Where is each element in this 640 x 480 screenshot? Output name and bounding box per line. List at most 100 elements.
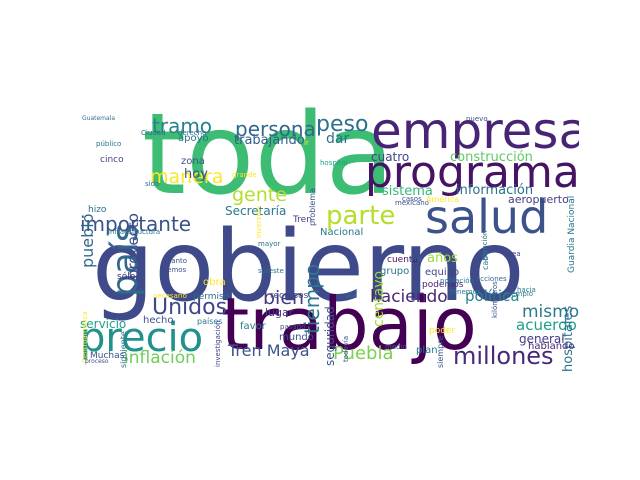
word-cuanto: cuanto bbox=[163, 257, 188, 265]
word-casos: casos bbox=[402, 195, 422, 203]
word-muchas: Muchas bbox=[90, 351, 125, 361]
word-podemos: podemos bbox=[422, 280, 464, 290]
word-proceso: proceso bbox=[85, 358, 109, 365]
word-unidos: Unidos bbox=[152, 295, 228, 320]
word-millones: millones bbox=[453, 342, 554, 370]
word-zona: zona bbox=[181, 156, 205, 167]
word-general: general bbox=[519, 332, 565, 346]
word-proyecto: proyecto bbox=[124, 213, 142, 279]
word-publico: público bbox=[96, 140, 122, 148]
word-salud: salud bbox=[425, 190, 549, 244]
word-cabo: cabo bbox=[481, 250, 490, 270]
word-nuevo: nuevo bbox=[466, 115, 488, 123]
word-gobierno: gobierno bbox=[92, 210, 525, 324]
word-poblacion: población bbox=[440, 277, 474, 285]
word-hospital: hospital bbox=[320, 159, 348, 167]
word-area: área bbox=[505, 250, 521, 258]
word-mexicano: mexicano bbox=[395, 199, 429, 207]
word-programa: programa bbox=[365, 147, 579, 198]
word-tramo: tramo bbox=[152, 114, 213, 138]
word-servicio: servicio bbox=[80, 317, 127, 331]
word-acciones: acciones bbox=[476, 275, 507, 283]
word-grupo: grupo bbox=[380, 266, 410, 277]
word-sureste: sureste bbox=[258, 267, 284, 275]
word-mayor: mayor bbox=[258, 240, 281, 248]
word-apoyo: apoyo bbox=[178, 133, 209, 144]
word-bien: bien bbox=[263, 287, 305, 309]
word-anos: años bbox=[427, 251, 458, 266]
word-hecho: hecho bbox=[143, 315, 174, 326]
word-cloud: gobierno toda trabajo empresa programa s… bbox=[80, 106, 579, 371]
word-derecho: derecho bbox=[178, 129, 207, 137]
word-parte: parte bbox=[326, 201, 396, 231]
word-equipo: equipo bbox=[425, 267, 460, 278]
word-peso: peso bbox=[316, 112, 369, 137]
word-toda: toda bbox=[142, 106, 395, 220]
word-necesario: necesario bbox=[153, 292, 187, 300]
word-politica: política bbox=[465, 287, 520, 305]
word-infraestructura: infraestructura bbox=[108, 228, 161, 236]
word-tren-maya: Tren Maya bbox=[228, 341, 310, 360]
word-haciendo: haciendo bbox=[370, 287, 448, 307]
word-aeropuerto: aeropuerto bbox=[508, 193, 569, 206]
word-pueblo: pueblo bbox=[80, 213, 97, 268]
word-tren: Tren bbox=[293, 215, 312, 225]
word-ir: ir bbox=[304, 139, 309, 147]
word-ciudad: Ciudad bbox=[141, 129, 166, 137]
word-paises: países bbox=[197, 317, 223, 326]
word-manera: manera bbox=[150, 166, 224, 188]
word-centroamerica: Centroamérica bbox=[81, 311, 89, 363]
word-plan: plan bbox=[416, 345, 438, 356]
word-america: América bbox=[426, 195, 459, 204]
word-via: vía bbox=[345, 291, 357, 300]
word-favor: favor bbox=[240, 321, 266, 332]
word-cuenta: cuenta bbox=[387, 255, 418, 265]
word-vemos: vemos bbox=[163, 266, 187, 274]
word-cinco: cinco bbox=[100, 155, 124, 165]
word-hizo: hizo bbox=[88, 205, 107, 215]
word-nacional: Nacional bbox=[320, 227, 364, 238]
word-empresa: empresa bbox=[371, 106, 579, 160]
word-dar: dar bbox=[326, 131, 350, 147]
word-investigacion: investigación bbox=[214, 320, 222, 367]
word-gente: gente bbox=[232, 184, 287, 206]
word-precio: precio bbox=[80, 315, 204, 361]
word-problema: problema bbox=[308, 187, 317, 226]
word-importante: importante bbox=[80, 212, 192, 236]
word-sistema: sistema bbox=[382, 184, 433, 199]
word-seguridad: seguridad bbox=[323, 306, 337, 366]
word-secretaria: Secretaría bbox=[225, 204, 287, 218]
word-grande: grande bbox=[232, 171, 257, 179]
word-vez: vez bbox=[410, 255, 423, 263]
word-permiso: permiso bbox=[193, 292, 230, 302]
word-construccion: construcción bbox=[450, 150, 533, 165]
word-hacia: hacia bbox=[517, 286, 536, 294]
word-centavo: centavo bbox=[371, 270, 387, 327]
word-guardia-nacional: Guardia Nacional bbox=[567, 195, 577, 273]
word-poder: poder bbox=[429, 326, 456, 336]
word-informacion: información bbox=[456, 183, 534, 198]
word-tenemos: tenemos bbox=[450, 288, 481, 296]
word-cuatro: cuatro bbox=[371, 150, 410, 164]
word-persona: persona bbox=[235, 117, 316, 141]
word-kilometros: kilómetros bbox=[491, 281, 499, 318]
word-siguiente: siguiente bbox=[119, 331, 128, 368]
word-mundo: mundo bbox=[279, 332, 314, 343]
word-ejemplo: ejemplo bbox=[505, 290, 534, 298]
word-trabajo: trabajo bbox=[221, 282, 477, 366]
word-mismo: mismo bbox=[522, 302, 579, 322]
word-solo: sólo bbox=[117, 272, 136, 282]
word-medio: medio bbox=[385, 343, 407, 351]
word-hablando: hablando bbox=[528, 341, 575, 352]
word-puebla: Puebla bbox=[333, 343, 394, 364]
word-siempre: siempre bbox=[436, 335, 445, 368]
word-recursos: recursos bbox=[270, 291, 309, 301]
word-inversion: inversión bbox=[255, 205, 263, 238]
word-acuerdo: acuerdo bbox=[516, 316, 577, 334]
word-todavia: todavía bbox=[342, 335, 350, 362]
word-inflacion: inflación bbox=[124, 348, 196, 368]
word-guatemala: Guatemala bbox=[82, 115, 116, 122]
word-trabajando: trabajando bbox=[234, 133, 305, 148]
word-lugar: lugar bbox=[265, 306, 294, 319]
word-obra: obra bbox=[203, 277, 226, 288]
